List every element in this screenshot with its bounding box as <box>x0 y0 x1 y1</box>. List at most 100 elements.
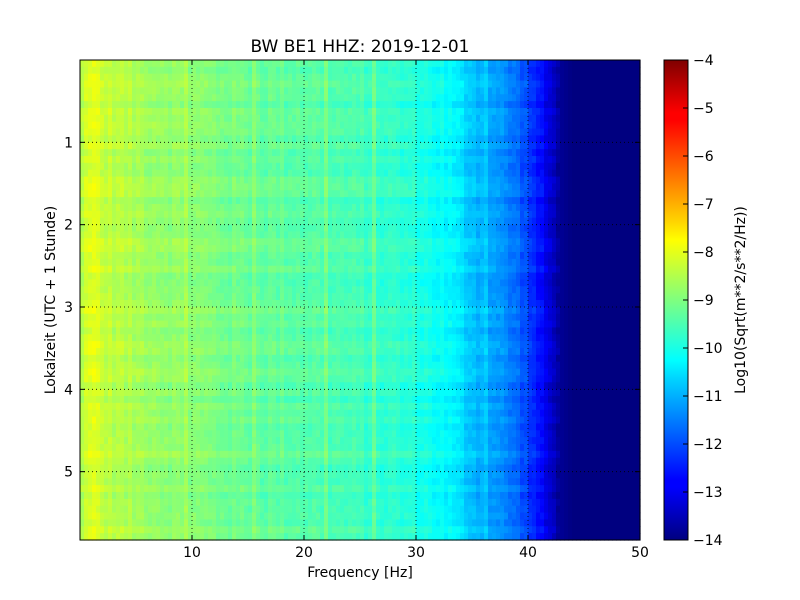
heatmap-cell <box>600 190 605 198</box>
heatmap-cell <box>520 121 525 130</box>
heatmap-cell <box>92 190 97 198</box>
heatmap-cell <box>240 217 245 226</box>
heatmap-cell <box>316 293 321 301</box>
heatmap-cell <box>112 162 117 171</box>
heatmap-cell <box>280 300 285 308</box>
heatmap-cell <box>296 238 301 246</box>
heatmap-cell <box>512 66 517 75</box>
heatmap-cell <box>264 279 269 287</box>
heatmap-cell <box>236 245 241 253</box>
heatmap-cell <box>308 87 313 95</box>
heatmap-cell <box>372 258 377 267</box>
heatmap-cell <box>368 87 373 95</box>
heatmap-cell <box>476 142 481 150</box>
heatmap-cell <box>84 87 89 95</box>
heatmap-cell <box>80 80 85 89</box>
heatmap-cell <box>440 217 445 226</box>
heatmap-cell <box>624 190 629 198</box>
heatmap-cell <box>408 169 413 178</box>
heatmap-cell <box>408 156 413 164</box>
heatmap-cell <box>584 80 589 89</box>
heatmap-cell <box>160 293 165 301</box>
heatmap-cell <box>380 149 385 157</box>
heatmap-cell <box>552 258 557 267</box>
heatmap-cell <box>488 190 493 198</box>
heatmap-cell <box>588 279 593 287</box>
heatmap-cell <box>504 135 509 143</box>
heatmap-cell <box>252 204 257 212</box>
heatmap-cell <box>336 286 341 294</box>
heatmap-cell <box>360 190 365 198</box>
heatmap-cell <box>556 114 561 123</box>
heatmap-cell <box>112 87 117 95</box>
heatmap-cell <box>336 272 341 281</box>
heatmap-cell <box>388 142 393 150</box>
heatmap-cell <box>172 190 177 198</box>
heatmap-cell <box>444 101 449 109</box>
heatmap-cell <box>100 231 105 239</box>
heatmap-cell <box>264 66 269 75</box>
heatmap-cell <box>284 94 289 102</box>
heatmap-cell <box>568 238 573 246</box>
heatmap-cell <box>596 80 601 89</box>
heatmap-cell <box>320 258 325 267</box>
heatmap-cell <box>624 224 629 233</box>
heatmap-cell <box>520 210 525 219</box>
heatmap-cell <box>616 217 621 226</box>
heatmap-cell <box>196 101 201 109</box>
heatmap-cell <box>612 210 617 219</box>
heatmap-cell <box>200 279 205 287</box>
heatmap-cell <box>108 73 113 82</box>
heatmap-cell <box>124 272 129 281</box>
heatmap-cell <box>536 80 541 89</box>
heatmap-cell <box>156 252 161 260</box>
heatmap-cell <box>340 286 345 294</box>
heatmap-cell <box>396 94 401 102</box>
heatmap-cell <box>216 162 221 171</box>
heatmap-cell <box>380 73 385 82</box>
heatmap-cell <box>128 149 133 157</box>
heatmap-cell <box>460 101 465 109</box>
heatmap-cell <box>344 94 349 102</box>
heatmap-cell <box>184 128 189 137</box>
heatmap-cell <box>424 80 429 89</box>
heatmap-cell <box>448 149 453 157</box>
heatmap-cell <box>556 135 561 143</box>
heatmap-cell <box>492 142 497 150</box>
heatmap-cell <box>416 176 421 185</box>
heatmap-cell <box>84 286 89 294</box>
heatmap-cell <box>244 94 249 102</box>
heatmap-cell <box>436 190 441 198</box>
heatmap-cell <box>608 210 613 219</box>
heatmap-cell <box>388 176 393 185</box>
heatmap-cell <box>228 142 233 150</box>
heatmap-cell <box>232 190 237 198</box>
heatmap-cell <box>348 231 353 239</box>
heatmap-cell <box>392 190 397 198</box>
heatmap-cell <box>264 183 269 191</box>
heatmap-cell <box>224 169 229 178</box>
heatmap-cell <box>416 142 421 150</box>
heatmap-cell <box>152 135 157 143</box>
heatmap-cell <box>156 197 161 205</box>
heatmap-cell <box>296 183 301 191</box>
heatmap-cell <box>384 217 389 226</box>
heatmap-cell <box>492 108 497 116</box>
heatmap-cell <box>612 66 617 75</box>
heatmap-cell <box>416 293 421 301</box>
heatmap-cell <box>408 114 413 123</box>
heatmap-cell <box>100 204 105 212</box>
heatmap-cell <box>112 142 117 150</box>
heatmap-cell <box>376 217 381 226</box>
heatmap-cell <box>468 169 473 178</box>
heatmap-cell <box>504 272 509 281</box>
heatmap-cell <box>204 300 209 308</box>
heatmap-cell <box>484 176 489 185</box>
heatmap-cell <box>592 80 597 89</box>
heatmap-cell <box>532 204 537 212</box>
heatmap-cell <box>612 114 617 123</box>
heatmap-cell <box>568 176 573 185</box>
heatmap-cell <box>528 94 533 102</box>
heatmap-cell <box>632 176 637 185</box>
heatmap-cell <box>208 135 213 143</box>
